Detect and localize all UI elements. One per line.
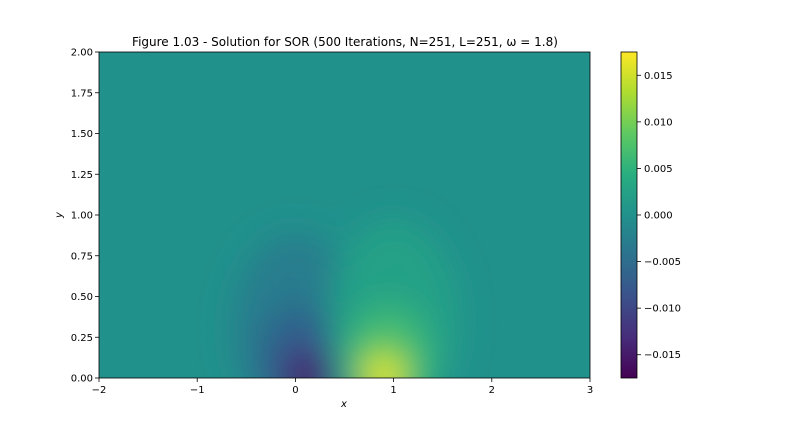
x-axis: −2 −1 0 1 2 3 — [92, 378, 593, 396]
y-tick-label: 2.00 — [71, 48, 93, 59]
y-tick-label: 1.00 — [71, 211, 93, 222]
y-tick-label: 0.25 — [71, 333, 93, 344]
y-tick-label: 0.75 — [71, 251, 93, 262]
y-tick-label: 0.50 — [71, 292, 93, 303]
y-tick-label: 1.25 — [71, 170, 93, 181]
colorbar-tick-label: −0.005 — [644, 257, 681, 268]
y-axis-label: y — [54, 211, 65, 219]
chart-title: Figure 1.03 - Solution for SOR (500 Iter… — [132, 35, 558, 49]
colorbar-tick-label: 0.010 — [644, 117, 673, 128]
colorbar-tick-label: −0.015 — [644, 350, 681, 361]
y-tick-label: 1.50 — [71, 129, 93, 140]
y-tick-label: 1.75 — [71, 88, 93, 99]
x-tick-label: 3 — [587, 385, 593, 396]
colorbar-gradient — [620, 51, 638, 379]
x-tick-label: 0 — [292, 385, 298, 396]
field-region — [357, 343, 410, 378]
field-region — [368, 364, 399, 378]
colorbar-tick-label: 0.005 — [644, 164, 673, 175]
colorbar-tick-label: −0.010 — [644, 304, 681, 315]
x-tick-label: −2 — [92, 385, 107, 396]
y-axis: 0.00 0.25 0.50 0.75 1.00 1.25 1.50 1.75 2.00 — [71, 48, 99, 385]
x-tick-label: −1 — [190, 385, 205, 396]
colorbar: −0.015 −0.010 −0.005 0.000 0.005 0.010 0.015 — [620, 51, 681, 379]
x-axis-label: x — [340, 399, 347, 410]
field-region — [292, 364, 323, 378]
y-tick-label: 0.00 — [71, 374, 93, 385]
x-tick-label: 2 — [489, 385, 495, 396]
colorbar-tick-label: 0.000 — [644, 211, 673, 222]
colorbar-tick-label: 0.015 — [644, 71, 673, 82]
heatmap-area — [99, 52, 590, 378]
x-tick-label: 1 — [390, 385, 396, 396]
